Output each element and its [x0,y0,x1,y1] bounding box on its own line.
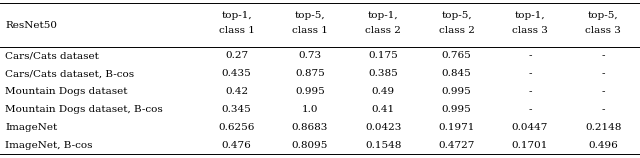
Text: 0.42: 0.42 [225,87,248,96]
Text: 0.0447: 0.0447 [512,123,548,132]
Text: 0.8683: 0.8683 [292,123,328,132]
Text: 0.995: 0.995 [442,105,472,114]
Text: top-5,: top-5, [588,12,619,21]
Text: 0.73: 0.73 [298,51,321,60]
Text: 0.875: 0.875 [295,69,325,78]
Text: top-5,: top-5, [442,12,472,21]
Text: -: - [602,105,605,114]
Text: 0.1971: 0.1971 [438,123,475,132]
Text: 0.995: 0.995 [442,87,472,96]
Text: 0.476: 0.476 [222,141,252,150]
Text: -: - [602,87,605,96]
Text: 0.385: 0.385 [369,69,398,78]
Text: top-1,: top-1, [515,12,545,21]
Text: 0.41: 0.41 [372,105,395,114]
Text: 0.345: 0.345 [222,105,252,114]
Text: 0.1548: 0.1548 [365,141,401,150]
Text: -: - [528,51,532,60]
Text: 0.27: 0.27 [225,51,248,60]
Text: -: - [528,105,532,114]
Text: 0.765: 0.765 [442,51,472,60]
Text: 0.6256: 0.6256 [218,123,255,132]
Text: ResNet50: ResNet50 [5,21,57,30]
Text: -: - [528,87,532,96]
Text: top-5,: top-5, [294,12,325,21]
Text: 0.995: 0.995 [295,87,325,96]
Text: Cars/Cats dataset: Cars/Cats dataset [5,51,99,60]
Text: top-1,: top-1, [368,12,399,21]
Text: -: - [602,69,605,78]
Text: -: - [602,51,605,60]
Text: class 2: class 2 [365,27,401,36]
Text: 0.496: 0.496 [588,141,618,150]
Text: 0.4727: 0.4727 [438,141,475,150]
Text: Mountain Dogs dataset, B-cos: Mountain Dogs dataset, B-cos [5,105,163,114]
Text: 0.845: 0.845 [442,69,472,78]
Text: class 3: class 3 [586,27,621,36]
Text: ImageNet, B-cos: ImageNet, B-cos [5,141,93,150]
Text: class 1: class 1 [219,27,255,36]
Text: Cars/Cats dataset, B-cos: Cars/Cats dataset, B-cos [5,69,134,78]
Text: Mountain Dogs dataset: Mountain Dogs dataset [5,87,127,96]
Text: class 1: class 1 [292,27,328,36]
Text: 0.8095: 0.8095 [292,141,328,150]
Text: 0.1701: 0.1701 [512,141,548,150]
Text: ImageNet: ImageNet [5,123,57,132]
Text: 0.435: 0.435 [222,69,252,78]
Text: 0.0423: 0.0423 [365,123,401,132]
Text: 0.49: 0.49 [372,87,395,96]
Text: top-1,: top-1, [221,12,252,21]
Text: 1.0: 1.0 [301,105,318,114]
Text: 0.2148: 0.2148 [585,123,621,132]
Text: 0.175: 0.175 [369,51,398,60]
Text: class 3: class 3 [512,27,548,36]
Text: -: - [528,69,532,78]
Text: class 2: class 2 [439,27,475,36]
